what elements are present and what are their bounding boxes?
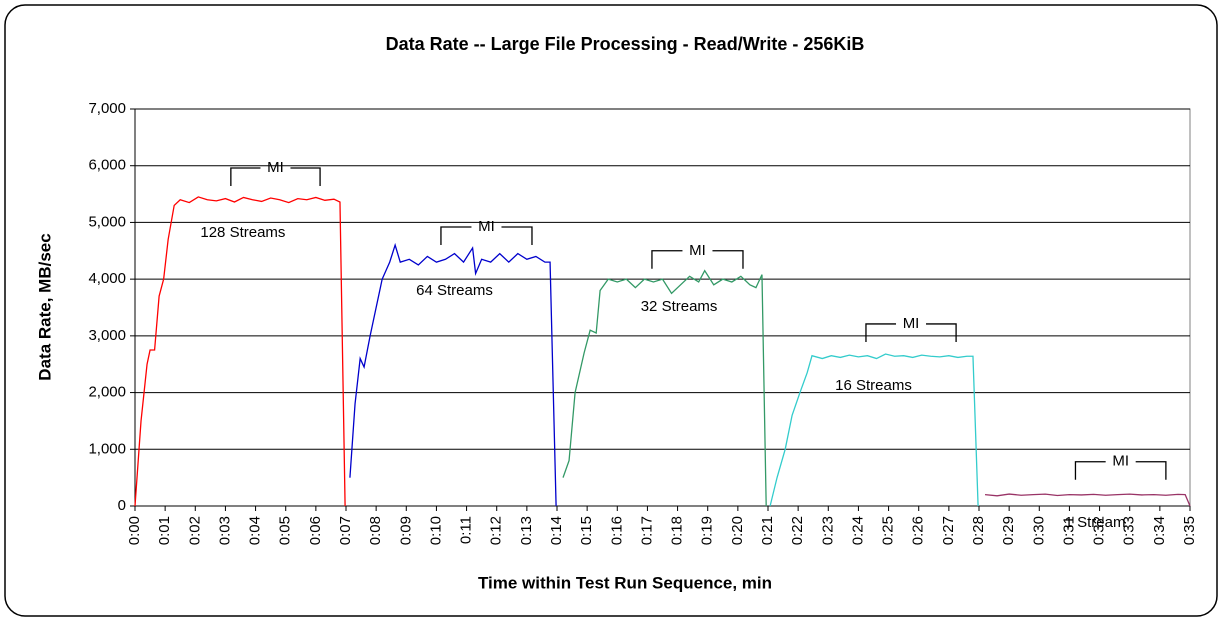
x-tick-label: 0:18 (669, 516, 686, 545)
x-tick-label: 0:13 (518, 516, 535, 545)
x-tick-label: 0:02 (186, 516, 203, 545)
x-tick-label: 0:15 (578, 516, 595, 545)
series-label: 32 Streams (641, 298, 718, 315)
x-tick-label: 0:27 (940, 516, 957, 545)
series-line (984, 493, 1191, 507)
x-tick-label: 0:08 (367, 516, 384, 545)
x-tick-label: 0:00 (126, 516, 143, 545)
x-tick-label: 0:20 (729, 516, 746, 545)
y-axis-title: Data Rate, MB/sec (35, 233, 54, 380)
annotation-bracket (1074, 461, 1167, 480)
y-tick-label: 3,000 (88, 327, 126, 344)
x-tick-label: 0:23 (819, 516, 836, 545)
x-tick-label: 0:21 (759, 516, 776, 545)
x-tick-label: 0:25 (880, 516, 897, 545)
x-tick-label: 0:24 (849, 516, 866, 545)
y-tick-label: 5,000 (88, 213, 126, 230)
x-tick-label: 0:32 (1091, 516, 1108, 545)
plot-area (134, 108, 1191, 507)
annotation-bracket (865, 323, 957, 342)
x-tick-label: 0:07 (337, 516, 354, 545)
y-tick-label: 2,000 (88, 384, 126, 401)
annotation-label: MI (267, 159, 284, 176)
x-tick-label: 0:01 (156, 516, 173, 545)
x-tick-label: 0:29 (1000, 516, 1017, 545)
annotation-bracket (651, 250, 744, 269)
y-tick-label: 7,000 (88, 100, 126, 117)
annotation-label: MI (1112, 453, 1129, 470)
x-tick-label: 0:19 (699, 516, 716, 545)
x-tick-label: 0:31 (1060, 516, 1077, 545)
series-label: 16 Streams (835, 377, 912, 394)
y-tick-label: 1,000 (88, 440, 126, 457)
annotation-label: MI (903, 315, 920, 332)
y-tick-label: 4,000 (88, 270, 126, 287)
y-tick-label: 0 (118, 497, 126, 514)
series-line (134, 196, 346, 507)
x-tick-label: 0:26 (910, 516, 927, 545)
x-tick-label: 0:35 (1181, 516, 1198, 545)
x-tick-label: 0:33 (1121, 516, 1138, 545)
x-tick-label: 0:17 (638, 516, 655, 545)
x-tick-label: 0:12 (488, 516, 505, 545)
x-axis-title: Time within Test Run Sequence, min (478, 573, 772, 592)
annotation-bracket (440, 226, 533, 245)
series-line (562, 269, 767, 507)
y-tick-label: 6,000 (88, 157, 126, 174)
x-tick-label: 0:04 (247, 516, 264, 545)
series-line (349, 242, 557, 507)
x-tick-label: 0:09 (397, 516, 414, 545)
series-label: 128 Streams (200, 224, 285, 241)
annotation-label: MI (689, 242, 706, 259)
x-tick-label: 0:28 (970, 516, 987, 545)
x-tick-label: 0:05 (277, 516, 294, 545)
x-tick-label: 0:34 (1151, 516, 1168, 545)
series-label: 1 Stream (1065, 514, 1126, 531)
x-tick-label: 0:14 (548, 516, 565, 545)
x-tick-label: 0:10 (427, 516, 444, 545)
series-line (769, 353, 979, 507)
x-tick-label: 0:16 (608, 516, 625, 545)
x-tick-label: 0:30 (1030, 516, 1047, 545)
x-tick-label: 0:06 (307, 516, 324, 545)
chart-title: Data Rate -- Large File Processing - Rea… (386, 34, 865, 54)
annotation-bracket (230, 167, 321, 186)
series-label: 64 Streams (416, 282, 493, 299)
x-tick-label: 0:11 (458, 516, 475, 544)
annotation-label: MI (478, 218, 495, 235)
x-tick-label: 0:03 (216, 516, 233, 545)
x-tick-label: 0:22 (789, 516, 806, 545)
